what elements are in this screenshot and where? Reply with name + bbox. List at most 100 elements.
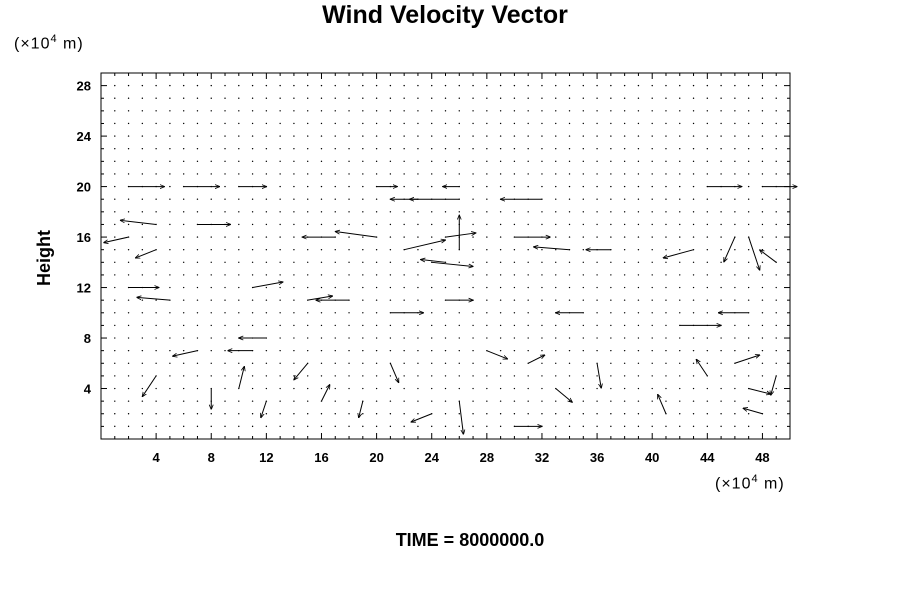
calm-dot: [637, 122, 640, 125]
calm-dot: [224, 110, 226, 112]
calm-dot: [610, 173, 612, 175]
calm-dot: [307, 198, 309, 200]
calm-dot: [431, 122, 433, 125]
calm-dot: [486, 198, 488, 200]
calm-dot: [403, 413, 405, 415]
calm-dot: [555, 148, 557, 150]
calm-dot: [403, 274, 405, 276]
calm-dot: [155, 299, 157, 301]
calm-dot: [610, 97, 612, 99]
calm-dot: [265, 387, 268, 390]
calm-dot: [692, 198, 695, 200]
calm-dot: [665, 337, 667, 339]
calm-dot: [527, 122, 529, 125]
calm-dot: [293, 223, 295, 226]
calm-dot: [127, 375, 130, 377]
calm-dot: [389, 400, 392, 402]
calm-dot: [706, 84, 709, 87]
calm-dot: [747, 198, 750, 200]
calm-dot: [127, 223, 130, 226]
calm-dot: [706, 261, 709, 264]
calm-dot: [747, 84, 750, 87]
calm-dot: [651, 223, 653, 226]
calm-dot: [375, 387, 378, 390]
calm-dot: [114, 299, 116, 301]
calm-dot: [458, 286, 460, 289]
calm-dot: [114, 387, 116, 390]
calm-dot: [114, 110, 116, 112]
calm-dot: [182, 286, 185, 289]
calm-dot: [679, 299, 681, 301]
calm-dot: [293, 84, 295, 87]
calm-dot: [486, 337, 488, 339]
calm-dot: [444, 337, 447, 339]
calm-dot: [417, 274, 419, 276]
calm-dot: [665, 362, 667, 364]
calm-dot: [114, 337, 116, 339]
calm-dot: [472, 425, 474, 428]
calm-dot: [210, 324, 212, 327]
calm-dot: [541, 375, 543, 377]
calm-dot: [747, 400, 750, 402]
calm-dot: [679, 387, 681, 390]
calm-dot: [141, 324, 144, 327]
calm-dot: [692, 413, 695, 415]
calm-dot: [155, 198, 157, 200]
calm-dot: [334, 274, 336, 276]
calm-dot: [375, 324, 378, 327]
calm-dot: [155, 349, 157, 352]
calm-dot: [210, 375, 212, 377]
calm-dot: [348, 387, 350, 390]
calm-dot: [513, 349, 516, 352]
calm-dot: [127, 349, 130, 352]
calm-dot: [348, 110, 350, 112]
calm-dot: [375, 84, 378, 87]
calm-dot: [417, 173, 419, 175]
calm-dot: [196, 413, 199, 415]
calm-dot: [238, 97, 240, 99]
calm-dot: [651, 312, 653, 314]
calm-dot: [637, 148, 640, 150]
calm-dot: [127, 148, 130, 150]
calm-dot: [541, 97, 543, 99]
calm-dot: [403, 236, 405, 238]
calm-dot: [610, 122, 612, 125]
calm-dot: [362, 349, 364, 352]
calm-dot: [444, 324, 447, 327]
calm-dot: [114, 173, 116, 175]
calm-dot: [155, 413, 157, 415]
calm-dot: [596, 185, 598, 188]
calm-dot: [251, 387, 254, 390]
calm-dot: [127, 274, 130, 276]
calm-dot: [444, 110, 447, 112]
calm-dot: [141, 173, 144, 175]
calm-dot: [375, 148, 378, 150]
calm-dot: [706, 211, 709, 213]
calm-dot: [196, 299, 199, 301]
calm-dot: [651, 160, 653, 163]
calm-dot: [568, 97, 571, 99]
calm-dot: [596, 261, 598, 264]
calm-dot: [279, 274, 281, 276]
calm-dot: [610, 425, 612, 428]
calm-dot: [541, 337, 543, 339]
calm-dot: [472, 110, 474, 112]
calm-dot: [692, 84, 695, 87]
calm-dot: [499, 160, 502, 163]
calm-dot: [307, 349, 309, 352]
calm-dot: [706, 122, 709, 125]
calm-dot: [472, 211, 474, 213]
calm-dot: [293, 110, 295, 112]
calm-dot: [775, 337, 777, 339]
calm-dot: [182, 362, 185, 364]
calm-dot: [596, 173, 598, 175]
calm-dot: [472, 286, 474, 289]
y-axis-label: Height: [34, 230, 54, 286]
calm-dot: [224, 312, 226, 314]
calm-dot: [761, 248, 764, 251]
calm-dot: [513, 274, 516, 276]
calm-dot: [362, 312, 364, 314]
calm-dot: [610, 312, 612, 314]
calm-dot: [541, 299, 543, 301]
calm-dot: [334, 110, 336, 112]
